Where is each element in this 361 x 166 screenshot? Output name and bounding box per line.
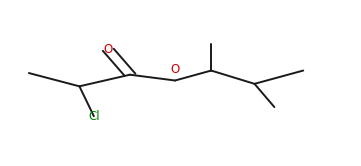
Text: O: O [104,43,113,56]
Text: O: O [170,63,180,76]
Text: Cl: Cl [88,110,100,123]
